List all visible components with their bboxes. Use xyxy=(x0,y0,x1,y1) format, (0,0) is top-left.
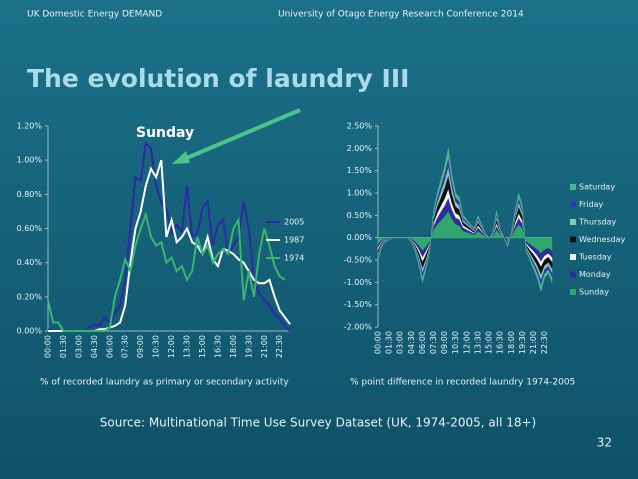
legend-label: Tuesday xyxy=(578,253,612,262)
x-tick-label: 09:00 xyxy=(440,331,449,354)
arrow-head xyxy=(172,151,190,164)
x-tick-label: 03:00 xyxy=(396,331,405,354)
legend-label: Sunday xyxy=(579,288,609,297)
y-tick-label: 1.20% xyxy=(17,122,43,131)
y-tick-label: 1.50% xyxy=(347,166,373,175)
stacked-area xyxy=(377,148,553,293)
legend-label: Monday xyxy=(579,270,611,279)
x-tick-label: 13:30 xyxy=(473,331,482,354)
y-tick-label: 0.00% xyxy=(17,327,43,336)
page-number: 32 xyxy=(597,436,612,450)
y-tick-label: 2.00% xyxy=(347,144,373,153)
legend-label: 1974 xyxy=(284,254,304,263)
legend-label: Thursday xyxy=(578,218,616,227)
x-tick-label: 13:30 xyxy=(183,335,192,358)
legend-label: Saturday xyxy=(579,183,615,192)
x-tick-label: 00:00 xyxy=(374,331,383,354)
x-tick-label: 04:30 xyxy=(407,331,416,354)
x-tick-label: 07:30 xyxy=(121,335,130,358)
x-tick-label: 18:00 xyxy=(507,331,516,354)
y-tick-label: 0.20% xyxy=(17,292,43,301)
y-tick-label: -0.50% xyxy=(344,256,373,265)
x-tick-label: 15:00 xyxy=(485,331,494,354)
legend-label: 1987 xyxy=(284,236,304,245)
x-tick-label: 12:00 xyxy=(462,331,471,354)
x-tick-label: 12:00 xyxy=(167,335,176,358)
x-tick-label: 06:00 xyxy=(418,331,427,354)
x-tick-label: 10:30 xyxy=(451,331,460,354)
x-tick-label: 19:30 xyxy=(244,335,253,358)
x-tick-label: 04:30 xyxy=(90,335,99,358)
legend-label: Friday xyxy=(579,200,604,209)
x-tick-label: 19:30 xyxy=(518,331,527,354)
x-tick-label: 22:30 xyxy=(540,331,549,354)
x-tick-label: 06:00 xyxy=(105,335,114,358)
y-tick-label: 0.60% xyxy=(17,224,43,233)
y-tick-label: 0.80% xyxy=(17,190,43,199)
legend-swatch xyxy=(570,254,576,260)
x-tick-label: 03:00 xyxy=(74,335,83,358)
x-tick-label: 15:00 xyxy=(198,335,207,358)
x-tick-label: 10:30 xyxy=(152,335,161,358)
y-tick-label: -2.00% xyxy=(344,323,373,332)
header-right: University of Otago Energy Research Conf… xyxy=(278,10,524,20)
legend-label: 2005 xyxy=(284,218,304,227)
x-tick-label: 16:30 xyxy=(213,335,222,358)
x-tick-label: 18:00 xyxy=(229,335,238,358)
x-tick-label: 16:30 xyxy=(496,331,505,354)
x-tick-label: 01:30 xyxy=(59,335,68,358)
y-tick-label: 0.00% xyxy=(347,233,373,242)
legend-swatch xyxy=(570,236,576,243)
y-tick-label: -1.50% xyxy=(344,300,373,309)
x-tick-label: 09:00 xyxy=(136,335,145,358)
source: Source: Multinational Time Use Survey Da… xyxy=(100,416,536,430)
x-tick-label: 22:30 xyxy=(275,335,284,358)
legend-swatch xyxy=(570,201,576,208)
y-tick-label: 1.00% xyxy=(347,189,373,198)
header-left: UK Domestic Energy DEMAND xyxy=(27,10,162,20)
caption: % of recorded laundry as primary or seco… xyxy=(40,378,289,388)
legend-swatch xyxy=(570,184,576,190)
caption: % point difference in recorded laundry 1… xyxy=(350,378,575,388)
y-tick-label: 0.50% xyxy=(347,211,373,220)
series-line xyxy=(47,211,286,332)
annotation-arrow xyxy=(181,108,301,162)
x-tick-label: 01:30 xyxy=(385,331,394,354)
legend-swatch xyxy=(570,289,576,295)
y-tick-label: -1.00% xyxy=(344,278,373,287)
x-tick-label: 21:00 xyxy=(529,331,538,354)
y-tick-label: 1.00% xyxy=(17,156,43,165)
y-tick-label: 2.50% xyxy=(347,122,373,131)
x-tick-label: 07:30 xyxy=(429,331,438,354)
annotation: Sunday xyxy=(136,125,194,141)
slide-title: The evolution of laundry III xyxy=(27,64,409,93)
x-tick-label: 00:00 xyxy=(44,335,53,358)
legend-swatch xyxy=(570,271,576,278)
y-tick-label: 0.40% xyxy=(17,258,43,267)
legend-label: Wednesday xyxy=(579,235,626,244)
legend-swatch xyxy=(570,219,576,225)
x-tick-label: 21:00 xyxy=(260,335,269,358)
series-line xyxy=(47,140,291,332)
